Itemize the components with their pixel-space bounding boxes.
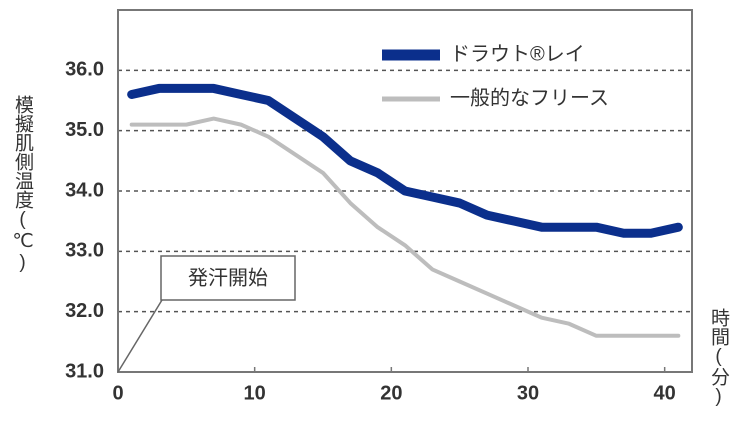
series-line [127,83,683,238]
y-axis-label: 模擬肌側温度(℃) [12,95,34,273]
plot-frame [117,9,693,373]
legend-label: ドラウト®レイ [450,43,585,65]
y-tick-label: 31.0 [65,360,104,382]
y-tick-label: 35.0 [65,119,104,141]
y-tick-label: 34.0 [65,179,104,201]
legend-label: 一般的なフリース [450,86,609,109]
x-tick-label: 30 [517,382,539,404]
series-line [129,116,681,338]
y-tick-label: 32.0 [65,300,104,322]
x-tick-label: 40 [654,382,676,404]
x-axis-label: 時間(分) [708,308,730,407]
y-tick-label: 33.0 [65,240,104,262]
annotation-pointer [117,299,163,373]
annotation-box [160,255,296,301]
x-tick-label: 20 [380,382,402,404]
y-tick-label: 36.0 [65,59,104,81]
annotation-text: 発汗開始 [188,266,268,289]
x-tick-label: 10 [244,382,266,404]
x-tick-label: 0 [112,382,123,404]
